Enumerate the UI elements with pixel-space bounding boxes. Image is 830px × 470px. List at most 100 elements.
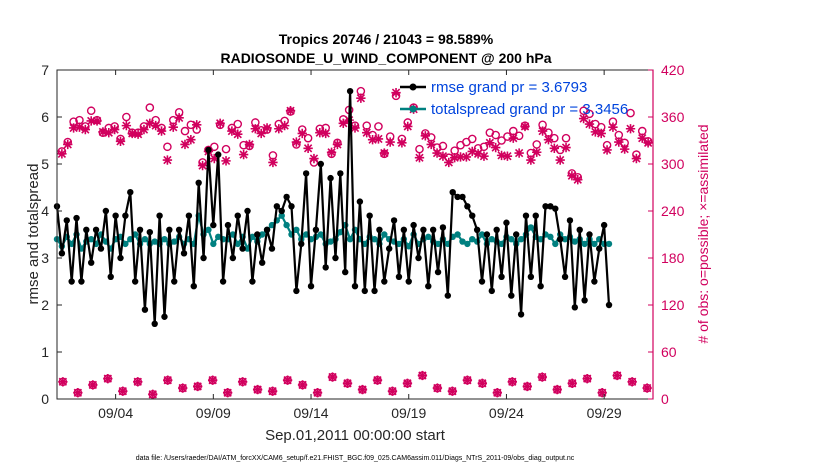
assimilated-marker <box>619 144 630 154</box>
rmse-point <box>498 273 505 280</box>
totalspread-point <box>571 238 579 245</box>
rmse-point <box>249 278 256 285</box>
assimilated-marker <box>186 135 196 145</box>
assimilated-marker <box>180 139 190 150</box>
assimilated_low-marker <box>297 380 308 390</box>
totalspread-point <box>317 231 325 238</box>
left-tick-label: 0 <box>41 391 49 407</box>
rmse-point <box>161 313 168 320</box>
right-tick-label: 240 <box>661 203 685 219</box>
assimilated-marker <box>332 139 343 150</box>
rmse-point <box>527 273 535 280</box>
rmse-point <box>400 226 408 233</box>
rmse-point <box>146 228 154 236</box>
assimilated_low-marker <box>402 378 413 389</box>
assimilated-marker <box>449 153 460 163</box>
assimilated-marker <box>338 118 348 128</box>
assimilated-marker <box>631 153 642 164</box>
totalspread-point <box>434 240 442 248</box>
rmse-point <box>581 297 588 304</box>
rmse-point <box>254 231 261 238</box>
right-tick-label: 420 <box>661 62 685 78</box>
assimilated-marker <box>520 121 530 132</box>
rmse-point <box>87 259 95 266</box>
assimilated-marker <box>227 126 237 136</box>
rmse-point <box>596 245 603 252</box>
assimilated-marker <box>145 118 155 128</box>
assimilated-marker <box>244 139 255 150</box>
x-axis: 09/04 09/09 09/14 09/19 09/24 09/29 <box>98 70 622 421</box>
left-tick-label: 6 <box>41 109 49 125</box>
assimilated-marker <box>279 120 290 131</box>
assimilated-marker <box>432 148 442 158</box>
rmse-point <box>180 250 188 257</box>
rmse-point <box>190 283 197 290</box>
totalspread-point <box>283 221 290 229</box>
rmse-point <box>449 189 456 196</box>
rmse-point <box>141 306 149 313</box>
assimilated-marker <box>485 138 495 148</box>
possible-marker <box>491 130 500 140</box>
totalspread-point <box>425 233 432 241</box>
assimilated-marker <box>168 122 178 132</box>
rmse-point <box>92 226 100 233</box>
assimilated_low-marker <box>163 375 173 385</box>
assimilated-marker <box>561 142 571 153</box>
rmse-point <box>224 221 232 229</box>
possible-marker <box>374 122 383 131</box>
rmse-point <box>229 254 237 262</box>
assimilated-marker <box>414 153 425 163</box>
rmse-point <box>122 212 129 219</box>
assimilated-marker <box>373 134 384 144</box>
rmse-point <box>395 273 403 280</box>
totalspread-point <box>234 240 241 248</box>
rmse-point <box>473 226 481 233</box>
totalspread-point <box>346 236 354 243</box>
rmse-point <box>195 179 202 186</box>
left-y-axis-label: rmse and totalspread <box>25 164 42 305</box>
assimilated-marker <box>133 129 143 139</box>
totalspread-point <box>249 233 256 241</box>
rmse-point <box>58 250 66 257</box>
assimilated-marker <box>215 118 225 128</box>
x-axis-label: Sep.01,2011 00:00:00 start <box>265 427 446 444</box>
totalspread-point <box>605 240 613 248</box>
assimilated-marker <box>397 138 407 148</box>
totalspread-point <box>293 226 300 233</box>
x-tick-label: 09/14 <box>294 405 329 421</box>
rmse-point <box>293 287 300 295</box>
possible-marker <box>561 133 571 143</box>
assimilated_low-marker <box>597 388 607 398</box>
x-tick-label: 09/24 <box>489 405 524 421</box>
assimilated-marker <box>608 122 618 132</box>
rmse-point <box>97 245 105 252</box>
rmse-series <box>53 87 613 327</box>
rmse-point <box>302 170 310 177</box>
right-tick-label: 180 <box>661 250 685 266</box>
totalspread-point <box>87 236 95 243</box>
rmse-point <box>366 212 373 219</box>
assimilated-marker <box>602 145 612 155</box>
totalspread-point <box>469 236 476 243</box>
assimilated-marker <box>614 137 624 147</box>
rmse-point <box>439 224 447 231</box>
rmse-point <box>503 219 510 226</box>
assimilated-marker <box>291 137 302 147</box>
assimilated_low-marker <box>447 386 458 396</box>
rmse-point <box>234 212 241 219</box>
rmse-line <box>55 89 611 325</box>
totalspread-point <box>517 236 525 243</box>
assimilated-marker <box>403 121 413 132</box>
totalspread-point <box>537 236 544 243</box>
assimilated_low-marker <box>73 388 83 398</box>
rmse-point <box>127 189 134 196</box>
chart-title-line1: Tropics 20746 / 21043 = 98.589% <box>279 31 494 47</box>
rmse-point <box>332 254 339 262</box>
assimilated_low-marker <box>178 383 188 393</box>
rmse-point <box>112 212 119 219</box>
assimilated_low-marker <box>552 384 562 395</box>
rmse-point <box>78 278 85 285</box>
assimilated-marker <box>543 135 554 145</box>
x-tick-label: 09/29 <box>587 405 622 421</box>
assimilated-marker <box>309 153 319 164</box>
